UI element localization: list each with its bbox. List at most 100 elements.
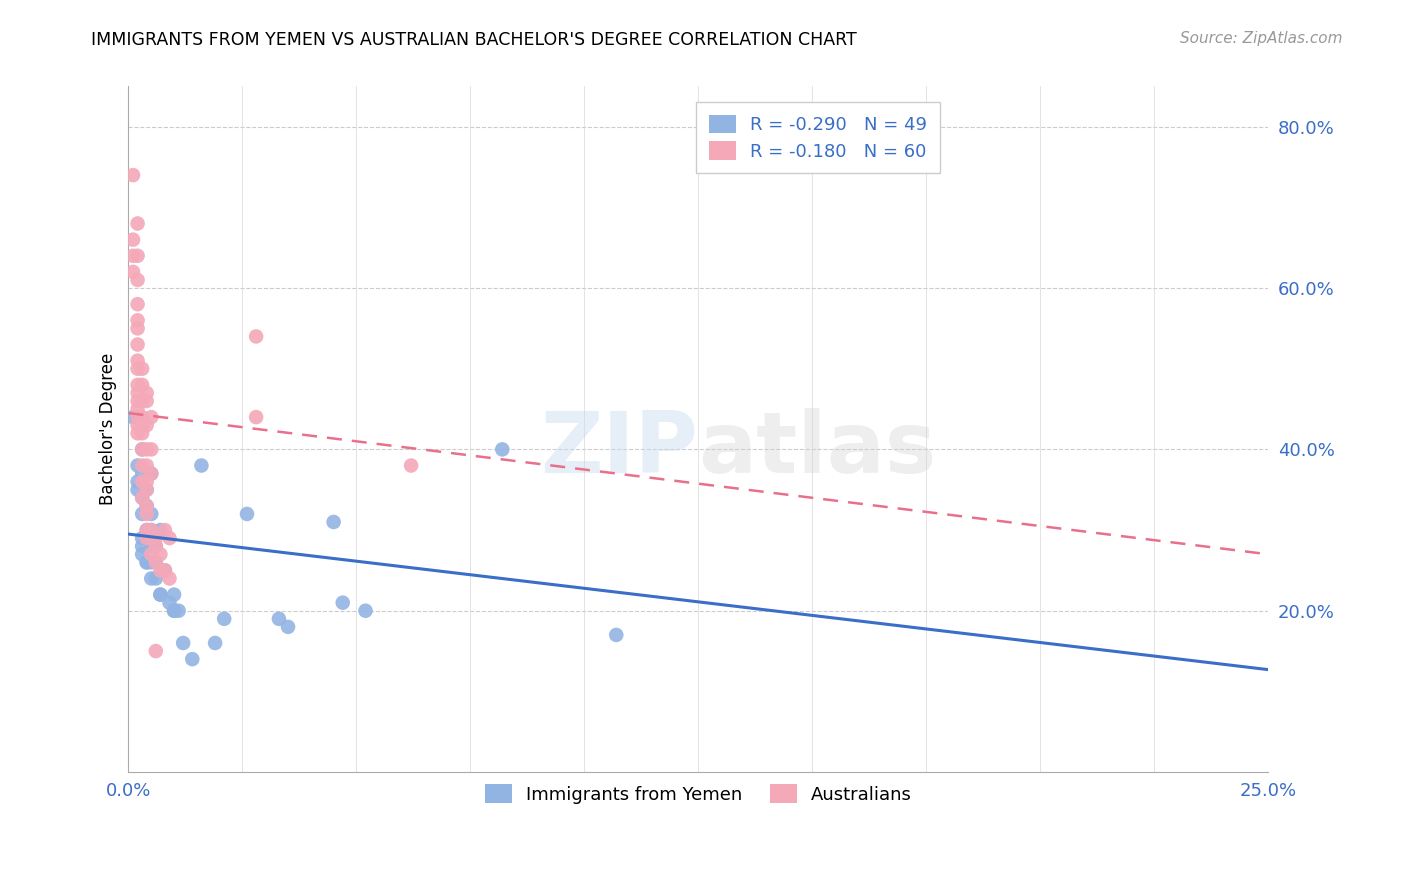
Point bbox=[245, 410, 267, 425]
Point bbox=[135, 475, 157, 489]
Point bbox=[135, 531, 157, 545]
Text: Source: ZipAtlas.com: Source: ZipAtlas.com bbox=[1180, 31, 1343, 46]
Point bbox=[131, 458, 153, 473]
Point bbox=[141, 523, 163, 537]
Point bbox=[127, 217, 149, 231]
Point bbox=[145, 571, 167, 585]
Point bbox=[135, 499, 157, 513]
Point bbox=[354, 604, 377, 618]
Point bbox=[163, 604, 186, 618]
Point bbox=[145, 539, 167, 553]
Point bbox=[172, 636, 194, 650]
Point bbox=[122, 233, 145, 247]
Point bbox=[131, 467, 153, 481]
Point bbox=[267, 612, 290, 626]
Point bbox=[127, 394, 149, 409]
Point bbox=[131, 394, 153, 409]
Point bbox=[127, 337, 149, 351]
Point bbox=[131, 442, 153, 457]
Point bbox=[122, 410, 145, 425]
Point bbox=[153, 563, 176, 577]
Point bbox=[127, 377, 149, 392]
Point bbox=[127, 313, 149, 327]
Point bbox=[163, 604, 186, 618]
Point bbox=[236, 507, 259, 521]
Point bbox=[122, 168, 145, 182]
Point bbox=[127, 458, 149, 473]
Point bbox=[127, 402, 149, 417]
Point bbox=[135, 385, 157, 400]
Point bbox=[127, 361, 149, 376]
Point bbox=[399, 458, 422, 473]
Text: ZIP: ZIP bbox=[540, 409, 699, 491]
Point bbox=[277, 620, 299, 634]
Point bbox=[141, 571, 163, 585]
Point bbox=[127, 273, 149, 287]
Point bbox=[149, 523, 172, 537]
Point bbox=[491, 442, 513, 457]
Point bbox=[135, 555, 157, 569]
Point bbox=[135, 483, 157, 497]
Point bbox=[167, 604, 190, 618]
Point bbox=[127, 321, 149, 335]
Point bbox=[131, 531, 153, 545]
Point bbox=[131, 426, 153, 441]
Point bbox=[135, 483, 157, 497]
Text: atlas: atlas bbox=[699, 409, 936, 491]
Point bbox=[163, 588, 186, 602]
Point bbox=[135, 442, 157, 457]
Point bbox=[127, 475, 149, 489]
Point bbox=[159, 571, 181, 585]
Point bbox=[131, 491, 153, 505]
Point bbox=[190, 458, 212, 473]
Point bbox=[149, 563, 172, 577]
Point bbox=[153, 523, 176, 537]
Point bbox=[149, 588, 172, 602]
Point bbox=[755, 103, 778, 118]
Point bbox=[141, 507, 163, 521]
Point bbox=[153, 563, 176, 577]
Point bbox=[245, 329, 267, 343]
Point bbox=[127, 418, 149, 433]
Point bbox=[135, 523, 157, 537]
Legend: Immigrants from Yemen, Australians: Immigrants from Yemen, Australians bbox=[474, 773, 922, 814]
Y-axis label: Bachelor's Degree: Bachelor's Degree bbox=[100, 353, 117, 506]
Point bbox=[332, 596, 354, 610]
Point bbox=[131, 507, 153, 521]
Text: IMMIGRANTS FROM YEMEN VS AUSTRALIAN BACHELOR'S DEGREE CORRELATION CHART: IMMIGRANTS FROM YEMEN VS AUSTRALIAN BACH… bbox=[91, 31, 858, 49]
Point bbox=[145, 531, 167, 545]
Point bbox=[141, 410, 163, 425]
Point bbox=[135, 458, 157, 473]
Point bbox=[122, 249, 145, 263]
Point bbox=[131, 442, 153, 457]
Point bbox=[141, 523, 163, 537]
Point bbox=[141, 531, 163, 545]
Point bbox=[127, 483, 149, 497]
Point bbox=[141, 467, 163, 481]
Point bbox=[145, 555, 167, 569]
Point bbox=[131, 418, 153, 433]
Point bbox=[322, 515, 344, 529]
Point bbox=[145, 539, 167, 553]
Point bbox=[127, 410, 149, 425]
Point bbox=[135, 531, 157, 545]
Point bbox=[122, 265, 145, 279]
Point bbox=[141, 531, 163, 545]
Point bbox=[131, 410, 153, 425]
Point bbox=[181, 652, 204, 666]
Point bbox=[127, 249, 149, 263]
Point bbox=[159, 596, 181, 610]
Point bbox=[127, 353, 149, 368]
Point bbox=[127, 426, 149, 441]
Point bbox=[131, 539, 153, 553]
Point bbox=[135, 523, 157, 537]
Point bbox=[131, 491, 153, 505]
Point bbox=[135, 418, 157, 433]
Point bbox=[131, 361, 153, 376]
Point bbox=[605, 628, 627, 642]
Point bbox=[212, 612, 235, 626]
Point bbox=[141, 539, 163, 553]
Point bbox=[145, 555, 167, 569]
Point bbox=[127, 385, 149, 400]
Point bbox=[135, 499, 157, 513]
